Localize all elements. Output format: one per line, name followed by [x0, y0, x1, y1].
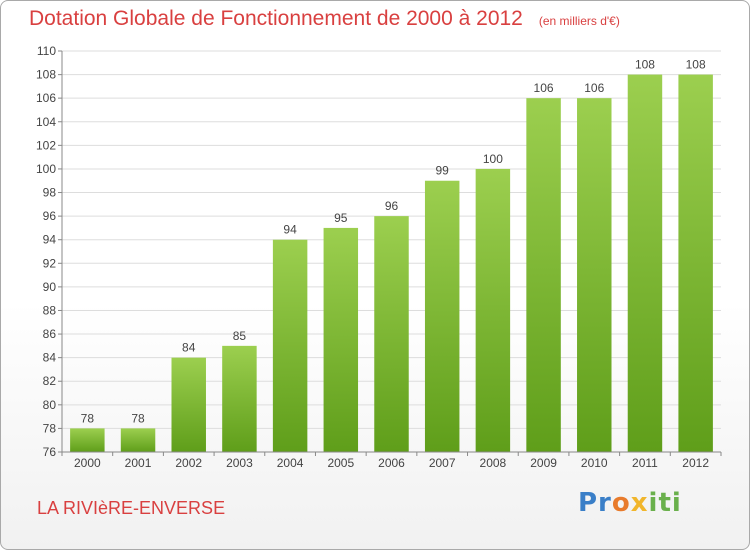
x-tick-label: 2010: [581, 456, 608, 470]
y-tick-label: 82: [43, 374, 57, 388]
data-label: 94: [283, 223, 297, 237]
y-tick-label: 90: [43, 280, 57, 294]
logo-part: iti: [648, 488, 682, 518]
y-tick-label: 108: [36, 68, 56, 82]
y-tick-label: 88: [43, 303, 57, 317]
bar: [526, 98, 561, 453]
proxiti-logo: Proxiti: [578, 488, 682, 518]
y-tick-label: 98: [43, 186, 57, 200]
logo-part: Pr: [578, 488, 612, 518]
x-tick-label: 2001: [125, 456, 152, 470]
data-label: 96: [385, 199, 399, 213]
axes: 76 78 80 82 84 86 88 90 92 94 96 98 100 102 104 106 108 1…: [36, 44, 722, 470]
bar: [323, 227, 359, 452]
x-tick-label: 2003: [226, 456, 253, 470]
data-label: 78: [131, 411, 145, 425]
x-tick-label: 2002: [175, 456, 202, 470]
x-tick-label: 2012: [682, 456, 709, 470]
y-tick-label: 80: [43, 398, 57, 412]
y-tick-label: 84: [43, 351, 57, 365]
x-tick-label: 2009: [530, 456, 557, 470]
x-tick-label: 2000: [74, 456, 101, 470]
y-tick-label: 94: [43, 233, 57, 247]
y-tick-label: 104: [36, 115, 56, 129]
x-tick-label: 2007: [429, 456, 456, 470]
chart-title-text: Dotation Globale de Fonctionnement de 20…: [29, 7, 523, 30]
bar: [70, 428, 105, 452]
bar: [171, 357, 206, 452]
bar: [627, 74, 663, 453]
chart-title: Dotation Globale de Fonctionnement de 20…: [29, 7, 620, 31]
y-tick-label: 92: [43, 256, 57, 270]
bar: [120, 428, 156, 452]
data-label: 99: [436, 164, 450, 178]
data-label: 95: [334, 211, 348, 225]
data-label: 106: [534, 81, 554, 95]
chart-unit: (en milliers d'€): [538, 14, 620, 28]
bar: [222, 345, 257, 452]
bar: [577, 98, 612, 453]
y-tick-label: 76: [43, 445, 57, 459]
bar: [678, 74, 713, 453]
y-tick-label: 78: [43, 421, 57, 435]
data-label: 84: [182, 341, 196, 355]
commune-name: LA RIVIèRE-ENVERSE: [37, 498, 226, 518]
bar: [374, 216, 409, 452]
y-tick-label: 100: [36, 162, 56, 176]
x-tick-label: 2004: [277, 456, 304, 470]
y-tick-label: 96: [43, 209, 57, 223]
bar: [475, 168, 511, 453]
bars: 78 78 84 85 94 95 96 99 100 106 106 108 108: [70, 58, 713, 453]
data-label: 108: [635, 58, 655, 72]
x-tick-label: 2005: [327, 456, 354, 470]
data-label: 85: [233, 329, 247, 343]
y-tick-label: 110: [37, 44, 56, 58]
data-label: 100: [483, 152, 503, 166]
logo-part: o: [611, 488, 631, 518]
data-label: 78: [81, 411, 95, 425]
bar: [424, 180, 460, 452]
y-tick-label: 106: [36, 91, 56, 105]
y-tick-label: 86: [43, 327, 57, 341]
x-tick-label: 2011: [632, 456, 658, 470]
x-tick-label: 2006: [378, 456, 405, 470]
x-tick-label: 2008: [480, 456, 507, 470]
data-label: 106: [584, 81, 604, 95]
bar: [272, 239, 308, 452]
logo-part: x: [630, 488, 649, 518]
data-label: 108: [686, 58, 706, 72]
y-tick-label: 102: [36, 138, 56, 152]
